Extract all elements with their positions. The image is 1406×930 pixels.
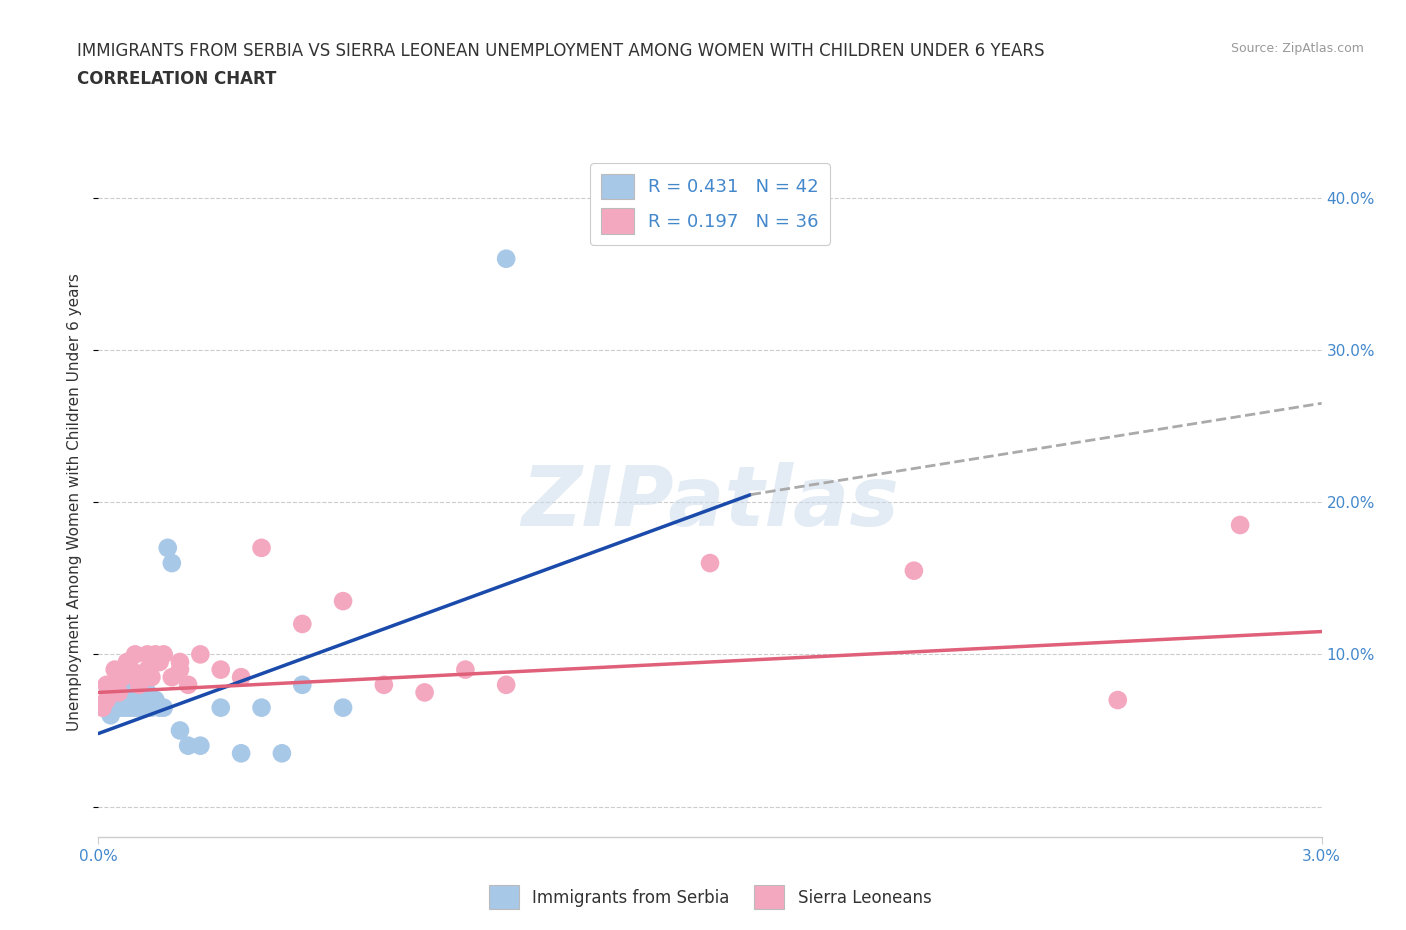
Point (141, 670, 163, 684)
Text: CORRELATION CHART: CORRELATION CHART (77, 70, 277, 87)
Point (132, 700, 155, 715)
Point (104, 700, 127, 715)
Point (495, 677, 517, 692)
Point (111, 670, 134, 684)
Point (149, 700, 172, 715)
Point (120, 662, 142, 677)
Point (291, 677, 314, 692)
Point (209, 662, 232, 677)
Point (124, 700, 146, 715)
Point (111, 677, 134, 692)
Point (124, 647, 146, 662)
Point (128, 700, 150, 715)
Point (332, 700, 354, 715)
Point (454, 662, 477, 677)
Point (270, 746, 292, 761)
Point (128, 670, 150, 684)
Text: IMMIGRANTS FROM SERBIA VS SIERRA LEONEAN UNEMPLOYMENT AMONG WOMEN WITH CHILDREN : IMMIGRANTS FROM SERBIA VS SIERRA LEONEAN… (77, 42, 1045, 60)
Point (124, 693, 146, 708)
Point (100, 685, 122, 700)
Point (169, 655, 191, 670)
Point (128, 693, 150, 708)
Point (120, 677, 142, 692)
Point (169, 662, 191, 677)
Point (128, 677, 150, 692)
Point (128, 685, 150, 700)
Point (100, 708, 122, 723)
Point (115, 655, 138, 670)
Point (188, 647, 212, 662)
Point (177, 677, 200, 692)
Point (156, 540, 179, 555)
Point (115, 700, 138, 715)
Point (145, 647, 167, 662)
Point (250, 540, 273, 555)
Point (96, 693, 118, 708)
Point (152, 647, 174, 662)
Point (332, 593, 354, 608)
Text: Source: ZipAtlas.com: Source: ZipAtlas.com (1230, 42, 1364, 55)
Point (104, 685, 127, 700)
Point (231, 670, 253, 684)
Point (169, 723, 191, 737)
Point (160, 670, 183, 684)
Point (104, 662, 127, 677)
Point (152, 700, 174, 715)
Point (177, 738, 200, 753)
Point (91, 700, 114, 715)
Point (160, 555, 183, 570)
Point (120, 693, 142, 708)
Point (108, 685, 131, 700)
Point (1229, 518, 1251, 533)
Point (120, 700, 142, 715)
Point (413, 685, 436, 700)
Point (903, 564, 925, 578)
Point (291, 617, 314, 631)
Point (111, 693, 134, 708)
Point (209, 700, 232, 715)
Point (1107, 693, 1129, 708)
Point (231, 746, 253, 761)
Legend: Immigrants from Serbia, Sierra Leoneans: Immigrants from Serbia, Sierra Leoneans (482, 879, 938, 916)
Point (100, 693, 122, 708)
Point (149, 655, 172, 670)
Point (96, 677, 118, 692)
Point (250, 700, 273, 715)
Point (136, 685, 159, 700)
Point (132, 693, 155, 708)
Point (111, 700, 134, 715)
Text: ZIPatlas: ZIPatlas (522, 461, 898, 543)
Point (188, 738, 212, 753)
Point (108, 693, 131, 708)
Point (495, 251, 517, 266)
Point (699, 555, 721, 570)
Point (108, 700, 131, 715)
Point (136, 662, 159, 677)
Point (141, 700, 163, 715)
Point (136, 700, 159, 715)
Point (373, 677, 395, 692)
Point (115, 693, 138, 708)
Point (145, 693, 167, 708)
Point (96, 700, 118, 715)
Y-axis label: Unemployment Among Women with Children Under 6 years: Unemployment Among Women with Children U… (67, 273, 83, 731)
Point (108, 677, 131, 692)
Point (115, 685, 138, 700)
Point (136, 647, 159, 662)
